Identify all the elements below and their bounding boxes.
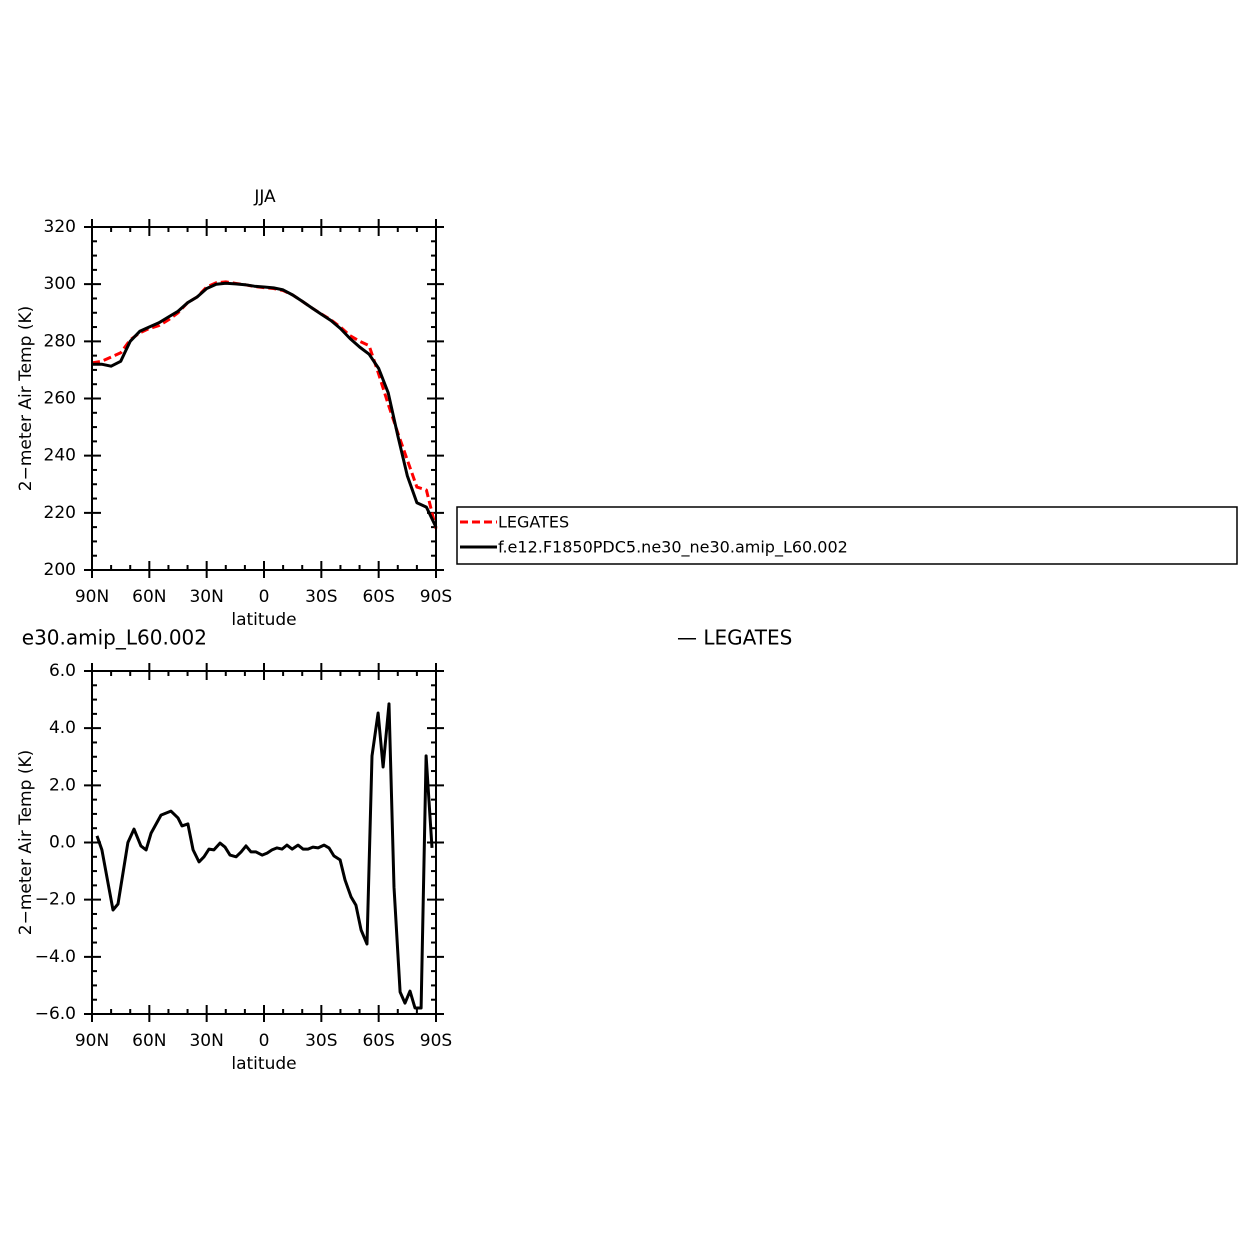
x-tick-label: 30S [305,587,337,607]
x-tick-label: 60S [362,587,394,607]
y-tick-label: 200 [44,560,76,580]
legend-box [456,506,1238,565]
y-tick-label: 240 [44,446,76,466]
plot-frame [91,670,437,1015]
y-tick-label: 2.0 [49,775,76,795]
y-tick-label: 300 [44,274,76,294]
data-line [95,702,434,1010]
y-axis-label: 2−meter Air Temp (K) [16,750,36,935]
x-tick-label: 30N [189,1031,223,1051]
x-tick-label: 0 [259,587,270,607]
y-tick-label: 4.0 [49,718,76,738]
chart-subtitle: — LEGATES [677,626,792,650]
y-tick-label: 0.0 [49,833,76,853]
chart-title: JJA [253,187,276,207]
x-tick-label: 90N [75,1031,109,1051]
y-tick-label: −2.0 [35,890,76,910]
x-tick-label: 60S [362,1031,394,1051]
x-axis-label: latitude [231,1054,296,1074]
x-tick-label: 30N [189,587,223,607]
data-line [92,281,438,528]
y-tick-label: 320 [44,217,76,237]
y-tick-label: 280 [44,331,76,351]
x-tick-label: 30S [305,1031,337,1051]
x-tick-label: 90N [75,587,109,607]
x-tick-label: 60N [132,587,166,607]
y-tick-label: −6.0 [35,1004,76,1024]
y-tick-label: −4.0 [35,947,76,967]
chart-title: e30.amip_L60.002 [22,626,207,650]
y-tick-label: 260 [44,389,76,409]
x-tick-label: 90S [420,587,452,607]
data-line [91,280,438,529]
x-tick-label: 0 [259,1031,270,1051]
plot-frame [91,226,437,571]
x-axis-label: latitude [231,610,296,630]
x-tick-label: 60N [132,1031,166,1051]
y-tick-label: 6.0 [49,661,76,681]
y-tick-label: 220 [44,503,76,523]
legend-label: LEGATES [498,513,569,532]
x-tick-label: 90S [420,1031,452,1051]
y-axis-label: 2−meter Air Temp (K) [16,306,36,491]
legend-label: f.e12.F1850PDC5.ne30_ne30.amip_L60.002 [498,538,848,558]
